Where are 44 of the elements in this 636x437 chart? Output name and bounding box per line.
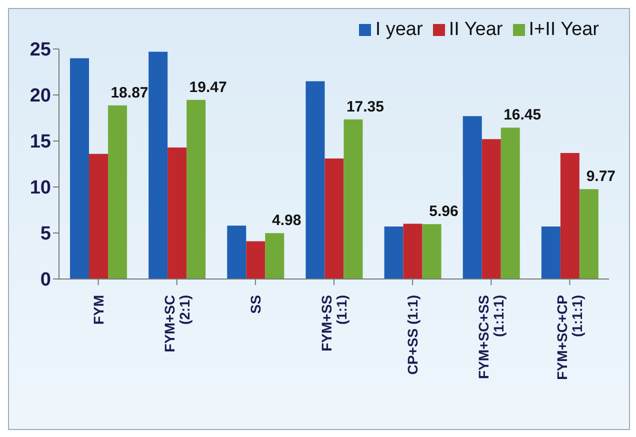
y-tick-label: 5 [40,224,52,245]
bar [403,224,422,279]
data-label: 5.96 [429,203,458,220]
bar [108,105,127,279]
y-tick-label: 20 [30,86,51,107]
data-label: 17.35 [346,98,384,116]
bar [541,226,560,279]
bar [324,158,344,279]
legend-label: I+II Year [528,19,599,40]
bar [168,147,187,279]
legend-label: I year [375,19,423,40]
x-tick-label: FYM [90,295,106,325]
bar [265,233,284,279]
bar [344,119,363,279]
legend-label: II Year [448,19,503,40]
bar [384,226,404,279]
y-tick-label: 25 [30,40,52,61]
y-tick-label: 10 [30,178,51,199]
bar [462,116,482,279]
bar [227,226,246,279]
data-label: 4.98 [272,212,302,230]
bar [186,100,206,279]
y-tick-label: 0 [40,270,51,291]
bar [482,139,501,279]
bar [306,81,325,279]
data-label: 16.45 [504,106,542,124]
bar [579,189,598,279]
data-label: 19.47 [189,78,227,96]
x-tick-label: CP+SS (1:1) [404,295,421,375]
x-tick-label: FYM+SC (2:1) [161,295,192,352]
y-tick-label: 15 [30,132,52,153]
x-tick-label: FYM+SC+CP (1:1:1) [554,295,586,380]
bar [70,58,89,279]
data-label: 18.87 [110,84,148,102]
data-label: 9.77 [586,168,616,186]
x-tick-label: FYM+SC+SS (1:1:1) [476,295,507,380]
x-tick-label: FYM+SS (1:1) [318,295,350,352]
bar [89,154,108,279]
bar [148,52,168,279]
bar [422,224,442,279]
bar [500,128,520,279]
x-tick-label: SS [247,295,264,314]
bar [560,152,580,279]
bar [246,241,266,279]
